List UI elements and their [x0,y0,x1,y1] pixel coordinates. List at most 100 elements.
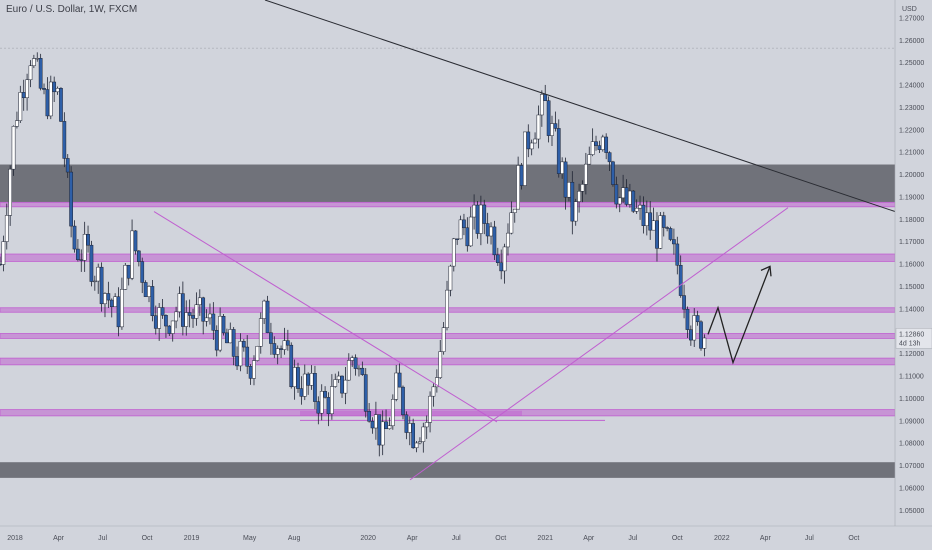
candle-body-175 [590,141,595,155]
candle-body-193 [651,220,656,231]
candle-body-29 [96,266,101,282]
candle-body-126 [424,422,429,428]
candle-body-46 [153,315,158,329]
candle-body-85 [286,340,290,346]
candle-body-62 [208,313,212,319]
candle-body-67 [225,332,229,344]
candle-body-34 [113,296,117,308]
candle-body-135 [455,238,460,240]
candle-body-4 [11,126,16,170]
candle-body-206 [695,315,700,323]
x-tick-label-2: Jul [98,535,107,542]
candle-body-141 [475,204,480,234]
x-tick-label-16: Apr [760,535,772,542]
candle-body-79 [265,300,270,333]
candle-body-189 [638,204,642,209]
candle-body-105 [353,357,358,369]
candle-body-163 [550,123,554,136]
x-tick-label-6: Aug [288,535,301,542]
candle-body-97 [326,397,331,414]
x-tick-label-9: Jul [452,535,461,542]
candle-body-183 [617,197,622,205]
candle-body-95 [319,391,324,414]
candle-body-157 [529,142,534,150]
candle-body-109 [367,411,371,422]
candle-body-25 [82,234,87,261]
candle-body-142 [479,204,483,234]
candle-body-158 [533,138,537,144]
candle-body-63 [211,313,216,331]
candle-body-76 [255,346,260,361]
candles-group [0,52,707,457]
x-tick-label-0: 2018 [7,535,23,542]
candle-body-88 [296,367,300,389]
candle-body-172 [580,184,585,192]
candle-body-204 [688,329,693,341]
candle-body-44 [147,286,151,297]
candle-body-197 [665,227,669,229]
candle-body-181 [611,161,615,185]
candle-body-123 [414,442,419,449]
x-tick-label-3: Oct [142,535,153,542]
candle-body-40 [133,230,138,252]
candle-body-182 [614,184,619,205]
candle-body-81 [272,343,277,355]
candle-body-47 [157,307,162,329]
candle-body-82 [275,348,280,355]
candle-body-38 [126,264,131,279]
candle-body-179 [604,136,609,153]
candle-body-155 [523,131,527,186]
x-tick-label-1: Apr [53,535,65,542]
candle-body-12 [38,58,43,89]
y-tick-label-15: 1.12000 [899,351,924,358]
x-tick-label-17: Jul [805,535,814,542]
y-tick-label-1: 1.26000 [899,38,924,45]
dark-zone-1 [0,462,895,478]
x-tick-label-4: 2019 [184,535,200,542]
candle-body-102 [343,379,348,394]
candle-body-113 [380,421,385,446]
candle-body-74 [248,366,253,379]
y-tick-label-12: 1.15000 [899,284,924,291]
candle-body-130 [438,351,443,378]
time-axis-panel [0,526,932,550]
currency-label: USD [902,6,917,13]
candle-body-78 [262,300,266,319]
candle-body-151 [509,212,514,234]
descending-trendline [264,0,896,212]
candle-body-131 [441,327,446,352]
x-tick-label-13: Jul [628,535,637,542]
candle-body-75 [252,360,256,379]
candle-body-148 [499,262,504,272]
y-tick-label-9: 1.18000 [899,217,924,224]
candle-body-18 [59,88,63,122]
candle-body-64 [214,330,219,351]
candle-body-51 [170,320,175,334]
candle-body-73 [245,346,250,367]
y-tick-label-10: 1.17000 [899,239,924,246]
candle-body-161 [543,94,548,102]
candle-body-31 [103,293,107,305]
candle-body-186 [628,190,632,205]
candle-body-89 [299,388,304,397]
x-tick-label-15: 2022 [714,535,730,542]
candle-body-7 [21,92,26,99]
candle-body-173 [584,163,588,185]
y-tick-label-5: 1.22000 [899,127,924,134]
y-tick-label-17: 1.10000 [899,396,924,403]
candle-body-30 [99,266,104,305]
purple-zone-2 [0,201,896,208]
candle-body-120 [404,414,409,433]
purple-zone-short [300,410,522,416]
candle-body-42 [140,261,145,283]
candle-body-195 [658,215,663,249]
candle-body-203 [685,308,690,330]
last-price-badge [895,328,932,349]
y-tick-label-16: 1.11000 [899,374,924,381]
candle-body-171 [577,191,581,202]
candle-body-133 [448,265,453,291]
candle-body-19 [62,121,67,159]
candle-body-144 [485,223,490,237]
